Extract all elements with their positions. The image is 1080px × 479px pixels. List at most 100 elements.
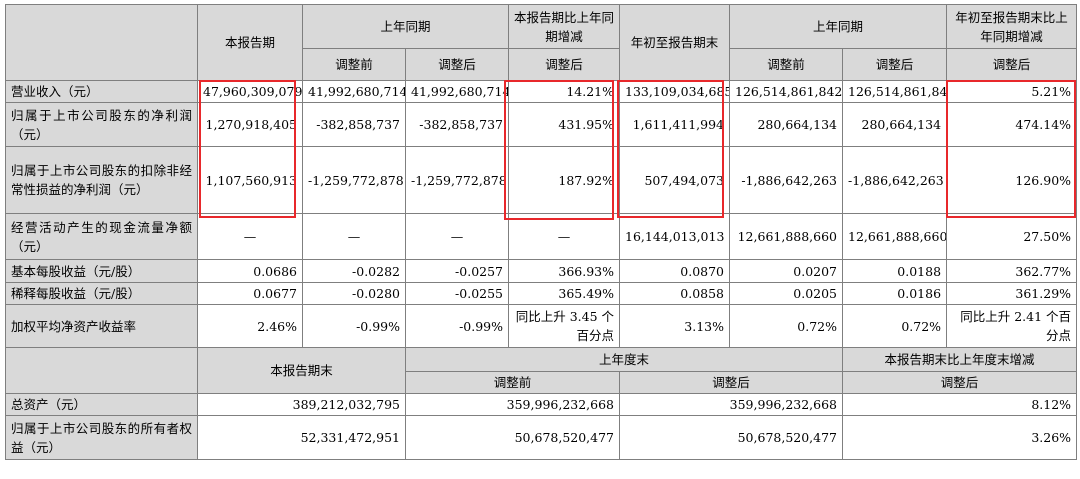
table-cell: 8.12% <box>842 393 1078 416</box>
table-cell: 50,678,520,477 <box>619 415 844 460</box>
table-cell: — <box>302 213 406 260</box>
table-cell: 41,992,680,714 <box>302 80 406 103</box>
table-cell: 0.0870 <box>619 259 731 283</box>
table-row: 归属于上市公司股东的所有者权益（元） 52,331,472,951 50,678… <box>5 415 1078 460</box>
table-row: 加权平均净资产收益率 2.46% -0.99% -0.99% 同比上升 3.45… <box>5 304 1078 348</box>
table-cell: 0.0207 <box>729 259 844 283</box>
table-cell: 365.49% <box>508 282 621 305</box>
table-cell: 0.72% <box>729 304 844 348</box>
table-cell: 16,144,013,013 <box>619 213 731 260</box>
table-cell: 126,514,861,842 <box>729 80 844 103</box>
table-cell: -1,886,642,263 <box>729 146 844 214</box>
header-last-year-period-2: 上年同期 <box>729 4 948 49</box>
table-cell: 47,960,309,079 <box>197 80 303 103</box>
header-after-adjust: 调整后 <box>404 48 510 81</box>
financial-summary-table: 本报告期 上年同期 本报告期比上年同期增减 年初至报告期末 上年同期 年初至报告… <box>5 4 1078 460</box>
table-cell: 3.13% <box>619 304 731 348</box>
table-cell: -1,259,772,878 <box>302 146 406 214</box>
table-cell: -0.99% <box>404 304 510 348</box>
row-label: 加权平均净资产收益率 <box>5 304 198 348</box>
bottom-header-after-adjust: 调整后 <box>619 371 844 394</box>
table-cell: — <box>508 213 621 260</box>
header-after-adjust-ytd-change: 调整后 <box>946 48 1078 81</box>
table-cell: -382,858,737 <box>404 102 510 147</box>
row-label: 经营活动产生的现金流量净额（元） <box>5 213 198 260</box>
table-cell: 27.50% <box>946 213 1078 260</box>
header-last-year-period: 上年同期 <box>301 4 510 49</box>
header-ytd: 年初至报告期末 <box>619 4 731 81</box>
header-this-period: 本报告期 <box>197 4 303 81</box>
row-label: 归属于上市公司股东的净利润（元） <box>5 102 198 147</box>
table-cell: 3.26% <box>842 415 1078 460</box>
table-cell: — <box>197 213 303 260</box>
table-cell: 14.21% <box>508 80 621 103</box>
table-cell: 0.0677 <box>197 282 303 305</box>
table-cell: 431.95% <box>508 102 621 147</box>
header-period-change: 本报告期比上年同期增减 <box>508 4 621 49</box>
table-cell: 同比上升 3.45 个百分点 <box>508 304 621 348</box>
table-cell: 126.90% <box>946 146 1078 214</box>
bottom-header-blank <box>5 347 198 394</box>
table-cell: 0.0858 <box>619 282 731 305</box>
table-cell: -1,259,772,878 <box>404 146 510 214</box>
header-after-adjust-change: 调整后 <box>508 48 621 81</box>
table-cell: 12,661,888,660 <box>842 213 948 260</box>
table-cell: 362.77% <box>946 259 1078 283</box>
table-row: 归属于上市公司股东的扣除非经常性损益的净利润（元） 1,107,560,913 … <box>5 146 1078 214</box>
table-cell: 126,514,861,842 <box>842 80 948 103</box>
table-cell: 5.21% <box>946 80 1078 103</box>
table-cell: 0.0188 <box>842 259 948 283</box>
table-cell: 2.46% <box>197 304 303 348</box>
table-cell: -0.0257 <box>404 259 510 283</box>
table-cell: 133,109,034,685 <box>619 80 731 103</box>
table-cell: 474.14% <box>946 102 1078 147</box>
row-label: 总资产（元） <box>5 393 198 416</box>
table-cell: 同比上升 2.41 个百分点 <box>946 304 1078 348</box>
table-cell: 1,270,918,405 <box>197 102 303 147</box>
bottom-header-after-adjust-change: 调整后 <box>842 371 1078 394</box>
bottom-header-period-end: 本报告期末 <box>197 347 406 394</box>
header-before-adjust: 调整前 <box>302 48 406 81</box>
table-cell: 389,212,032,795 <box>197 393 406 416</box>
row-label: 营业收入（元） <box>5 80 198 103</box>
header-before-adjust-ytd: 调整前 <box>729 48 844 81</box>
table-cell: -0.99% <box>302 304 406 348</box>
table-cell: -382,858,737 <box>302 102 406 147</box>
table-row: 归属于上市公司股东的净利润（元） 1,270,918,405 -382,858,… <box>5 102 1078 147</box>
table-cell: 366.93% <box>508 259 621 283</box>
header-after-adjust-ytd: 调整后 <box>842 48 948 81</box>
row-label: 归属于上市公司股东的所有者权益（元） <box>5 415 198 460</box>
table-row: 稀释每股收益（元/股） 0.0677 -0.0280 -0.0255 365.4… <box>5 282 1078 305</box>
table-cell: 359,996,232,668 <box>404 393 621 416</box>
table-cell: 280,664,134 <box>842 102 948 147</box>
table-row: 总资产（元） 389,212,032,795 359,996,232,668 3… <box>5 393 1078 416</box>
table-cell: 1,107,560,913 <box>197 146 303 214</box>
table-cell: — <box>404 213 510 260</box>
bottom-header-before-adjust: 调整前 <box>404 371 621 394</box>
table-cell: 41,992,680,714 <box>404 80 510 103</box>
table-cell: 1,611,411,994 <box>619 102 731 147</box>
row-label: 稀释每股收益（元/股） <box>5 282 198 305</box>
table-cell: 0.72% <box>842 304 948 348</box>
header-blank <box>5 4 198 81</box>
table-cell: 507,494,073 <box>619 146 731 214</box>
table-cell: 280,664,134 <box>729 102 844 147</box>
table-cell: 0.0186 <box>842 282 948 305</box>
table-cell: 0.0205 <box>729 282 844 305</box>
bottom-header-change: 本报告期末比上年度末增减 <box>842 347 1078 372</box>
table-cell: 50,678,520,477 <box>404 415 621 460</box>
table-cell: -0.0280 <box>302 282 406 305</box>
table-cell: 12,661,888,660 <box>729 213 844 260</box>
table-row: 基本每股收益（元/股） 0.0686 -0.0282 -0.0257 366.9… <box>5 259 1078 283</box>
table-cell: 361.29% <box>946 282 1078 305</box>
table-row: 营业收入（元） 47,960,309,079 41,992,680,714 41… <box>5 80 1078 103</box>
header-ytd-change: 年初至报告期末比上年同期增减 <box>946 4 1078 49</box>
bottom-header-last-year-end: 上年度末 <box>404 347 844 372</box>
table-cell: -0.0255 <box>404 282 510 305</box>
table-cell: 187.92% <box>508 146 621 214</box>
table-cell: 52,331,472,951 <box>197 415 406 460</box>
table-row: 经营活动产生的现金流量净额（元） — — — — 16,144,013,013 … <box>5 213 1078 260</box>
table-cell: -0.0282 <box>302 259 406 283</box>
row-label: 归属于上市公司股东的扣除非经常性损益的净利润（元） <box>5 146 198 214</box>
table-cell: 0.0686 <box>197 259 303 283</box>
